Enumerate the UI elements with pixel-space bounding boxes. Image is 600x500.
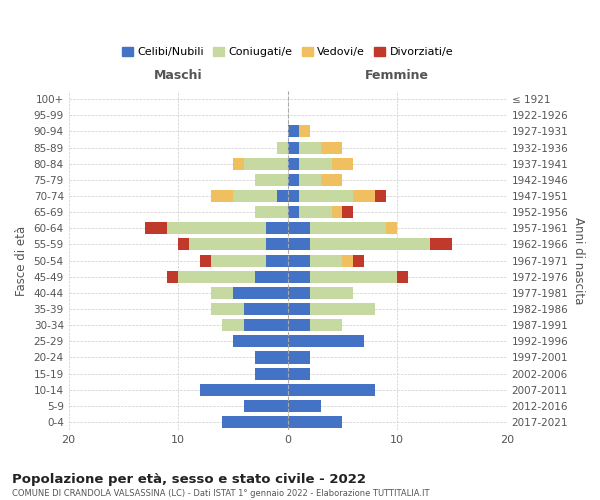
Bar	[287, 126, 299, 138]
Bar	[310, 287, 353, 299]
Bar	[299, 206, 332, 218]
Bar	[200, 384, 287, 396]
Bar	[167, 270, 178, 283]
Bar	[233, 287, 287, 299]
Y-axis label: Fasce di età: Fasce di età	[15, 226, 28, 296]
Text: Popolazione per età, sesso e stato civile - 2022: Popolazione per età, sesso e stato civil…	[12, 472, 366, 486]
Bar	[211, 190, 233, 202]
Bar	[376, 190, 386, 202]
Bar	[211, 287, 233, 299]
Bar	[331, 158, 353, 170]
Bar	[310, 238, 430, 250]
Bar	[277, 190, 287, 202]
Bar	[266, 222, 287, 234]
Bar	[310, 254, 343, 266]
Bar	[211, 254, 266, 266]
Bar	[310, 270, 397, 283]
Bar	[331, 206, 343, 218]
Bar	[178, 238, 189, 250]
Bar	[233, 190, 277, 202]
Bar	[255, 352, 287, 364]
Bar	[310, 319, 343, 331]
Bar	[244, 400, 287, 412]
Bar	[266, 254, 287, 266]
Bar	[430, 238, 452, 250]
Bar	[244, 319, 287, 331]
Bar	[287, 384, 376, 396]
Bar	[287, 222, 310, 234]
Bar	[189, 238, 266, 250]
Bar	[222, 319, 244, 331]
Bar	[343, 206, 353, 218]
Bar	[167, 222, 266, 234]
Text: Femmine: Femmine	[365, 69, 429, 82]
Bar	[233, 158, 244, 170]
Bar	[222, 416, 287, 428]
Bar	[255, 270, 287, 283]
Bar	[255, 206, 287, 218]
Bar	[287, 174, 299, 186]
Y-axis label: Anni di nascita: Anni di nascita	[572, 217, 585, 304]
Bar	[287, 319, 310, 331]
Bar	[397, 270, 408, 283]
Bar	[299, 142, 320, 154]
Text: COMUNE DI CRANDOLA VALSASSINA (LC) - Dati ISTAT 1° gennaio 2022 - Elaborazione T: COMUNE DI CRANDOLA VALSASSINA (LC) - Dat…	[12, 489, 430, 498]
Bar	[287, 352, 310, 364]
Bar	[287, 400, 320, 412]
Text: Maschi: Maschi	[154, 69, 202, 82]
Bar	[211, 303, 244, 315]
Bar	[287, 368, 310, 380]
Bar	[299, 126, 310, 138]
Bar	[287, 336, 364, 347]
Bar	[287, 254, 310, 266]
Bar	[233, 336, 287, 347]
Bar	[287, 287, 310, 299]
Bar	[320, 174, 343, 186]
Bar	[353, 254, 364, 266]
Bar	[299, 174, 320, 186]
Bar	[287, 206, 299, 218]
Bar	[287, 142, 299, 154]
Bar	[244, 303, 287, 315]
Bar	[386, 222, 397, 234]
Bar	[178, 270, 255, 283]
Bar	[200, 254, 211, 266]
Bar	[287, 303, 310, 315]
Bar	[353, 190, 376, 202]
Bar	[266, 238, 287, 250]
Bar	[287, 416, 343, 428]
Bar	[287, 238, 310, 250]
Bar	[287, 270, 310, 283]
Bar	[310, 222, 386, 234]
Bar	[299, 190, 353, 202]
Legend: Celibi/Nubili, Coniugati/e, Vedovi/e, Divorziati/e: Celibi/Nubili, Coniugati/e, Vedovi/e, Di…	[118, 42, 458, 62]
Bar	[255, 368, 287, 380]
Bar	[299, 158, 332, 170]
Bar	[310, 303, 376, 315]
Bar	[287, 190, 299, 202]
Bar	[343, 254, 353, 266]
Bar	[287, 158, 299, 170]
Bar	[277, 142, 287, 154]
Bar	[145, 222, 167, 234]
Bar	[320, 142, 343, 154]
Bar	[255, 174, 287, 186]
Bar	[244, 158, 287, 170]
